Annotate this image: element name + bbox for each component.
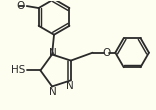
Text: O: O bbox=[17, 1, 25, 11]
Text: N: N bbox=[49, 87, 57, 97]
Text: N: N bbox=[49, 48, 57, 58]
Text: HS: HS bbox=[11, 65, 26, 75]
Text: N: N bbox=[66, 81, 74, 91]
Text: O: O bbox=[102, 48, 111, 58]
